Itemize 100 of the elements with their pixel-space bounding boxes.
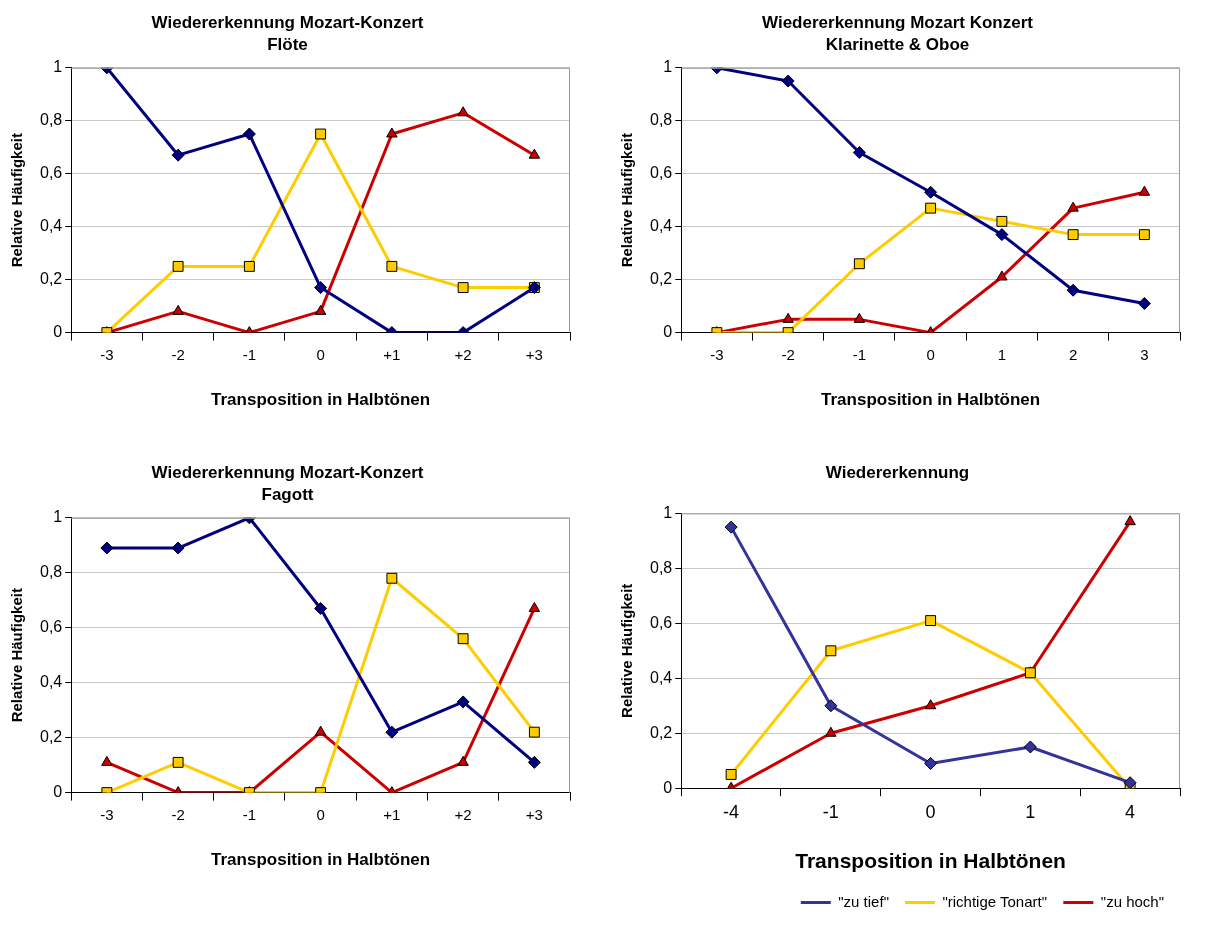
point: [996, 215, 1008, 227]
point: [924, 185, 938, 199]
point: [725, 769, 737, 780]
y-tick-label: 1: [53, 508, 63, 526]
point: [171, 541, 185, 555]
point: [528, 726, 540, 738]
point: [172, 756, 184, 768]
y-tick-label: 0: [663, 778, 673, 796]
point: [171, 148, 185, 162]
point: [101, 755, 113, 766]
y-tick-label: 0,2: [649, 723, 673, 741]
y-tick-label: 0,4: [39, 673, 63, 691]
point: [314, 601, 328, 615]
point: [242, 127, 256, 141]
point: [243, 260, 255, 272]
x-tick-label: 3: [1140, 345, 1149, 363]
point: [457, 633, 469, 645]
point: [100, 541, 114, 555]
x-axis-title: Transposition in Halbtönen: [211, 390, 431, 410]
point: [825, 726, 837, 737]
point: [314, 304, 327, 315]
x-tick-label: +1: [383, 805, 401, 823]
y-tick-label: 1: [663, 58, 673, 76]
point: [314, 281, 328, 295]
x-tick-label: 2: [1068, 345, 1078, 363]
point: [824, 699, 838, 713]
y-tick-label: 0,8: [39, 563, 63, 581]
chart-title: Wiedererkennung: [825, 462, 970, 482]
chart-subtitle: Flöte: [267, 35, 308, 55]
point: [1138, 185, 1151, 196]
x-tick-label: +3: [525, 805, 543, 823]
point: [457, 106, 469, 117]
point: [1137, 296, 1151, 310]
chart-title: Wiedererkennung Mozart-Konzert: [151, 12, 424, 32]
x-tick-label: -1: [822, 801, 839, 822]
point: [1066, 283, 1080, 297]
point: [386, 572, 398, 584]
point: [852, 146, 866, 160]
x-tick-label: +2: [454, 805, 472, 823]
x-tick-label: 0: [926, 345, 935, 363]
legend-label: "zu tief": [838, 892, 889, 910]
y-tick-label: 0: [663, 323, 673, 341]
y-tick-label: 0,6: [649, 164, 673, 182]
x-tick-label: 0: [316, 805, 325, 823]
y-tick-label: 0,6: [39, 164, 63, 182]
x-tick-label: 0: [925, 801, 936, 822]
point: [781, 74, 795, 88]
point: [924, 699, 937, 710]
x-tick-label: +3: [525, 345, 543, 363]
y-tick-label: 0,6: [39, 618, 63, 636]
y-tick-label: 0: [53, 323, 63, 341]
x-tick-label: -2: [171, 345, 185, 363]
point: [528, 601, 541, 612]
y-tick-label: 0,8: [649, 111, 673, 129]
x-tick-label: -1: [242, 805, 257, 823]
chart-subtitle: Klarinette & Oboe: [825, 35, 970, 55]
x-tick-label: 1: [997, 345, 1007, 363]
x-tick-label: -1: [852, 345, 867, 363]
y-tick-label: 0,2: [39, 728, 63, 746]
y-tick-label: 0,8: [39, 111, 63, 129]
legend-label: "richtige Tonart": [942, 892, 1048, 910]
point: [1138, 229, 1150, 241]
y-tick-label: 0,8: [649, 558, 673, 576]
point: [456, 695, 470, 709]
chart-title: Wiedererkennung Mozart-Konzert: [151, 462, 424, 482]
point: [1067, 201, 1079, 212]
x-tick-label: -3: [100, 345, 114, 363]
y-tick-label: 1: [53, 58, 63, 76]
y-tick-label: 0,4: [649, 217, 673, 235]
y-tick-label: 0,2: [39, 270, 63, 288]
point: [924, 756, 938, 770]
point: [1067, 229, 1079, 241]
point: [385, 725, 399, 739]
point: [172, 260, 184, 272]
y-axis-title: Relative Häufigkeit: [8, 588, 26, 723]
point: [457, 282, 469, 294]
x-tick-label: 0: [316, 345, 325, 363]
point: [724, 520, 738, 534]
x-tick-label: -3: [100, 805, 114, 823]
x-tick-label: -4: [723, 801, 740, 822]
chart-subtitle: Fagott: [261, 485, 314, 505]
x-axis-title: Transposition in Halbtönen: [821, 390, 1041, 410]
point: [925, 615, 937, 627]
point: [1023, 740, 1037, 754]
x-tick-label: -2: [171, 805, 185, 823]
y-axis-title: Relative Häufigkeit: [8, 133, 26, 268]
point: [996, 270, 1008, 281]
point: [386, 127, 398, 138]
point: [853, 312, 866, 323]
point: [782, 312, 794, 323]
x-tick-label: 4: [1125, 801, 1136, 822]
x-tick-label: -3: [710, 345, 724, 363]
point: [527, 755, 541, 769]
point: [457, 755, 469, 766]
y-axis-title: Relative Häufigkeit: [618, 583, 636, 718]
x-tick-label: +2: [454, 345, 472, 363]
y-tick-label: 0,6: [649, 613, 673, 631]
point: [386, 260, 398, 272]
x-tick-label: -1: [242, 345, 257, 363]
point: [995, 228, 1009, 242]
